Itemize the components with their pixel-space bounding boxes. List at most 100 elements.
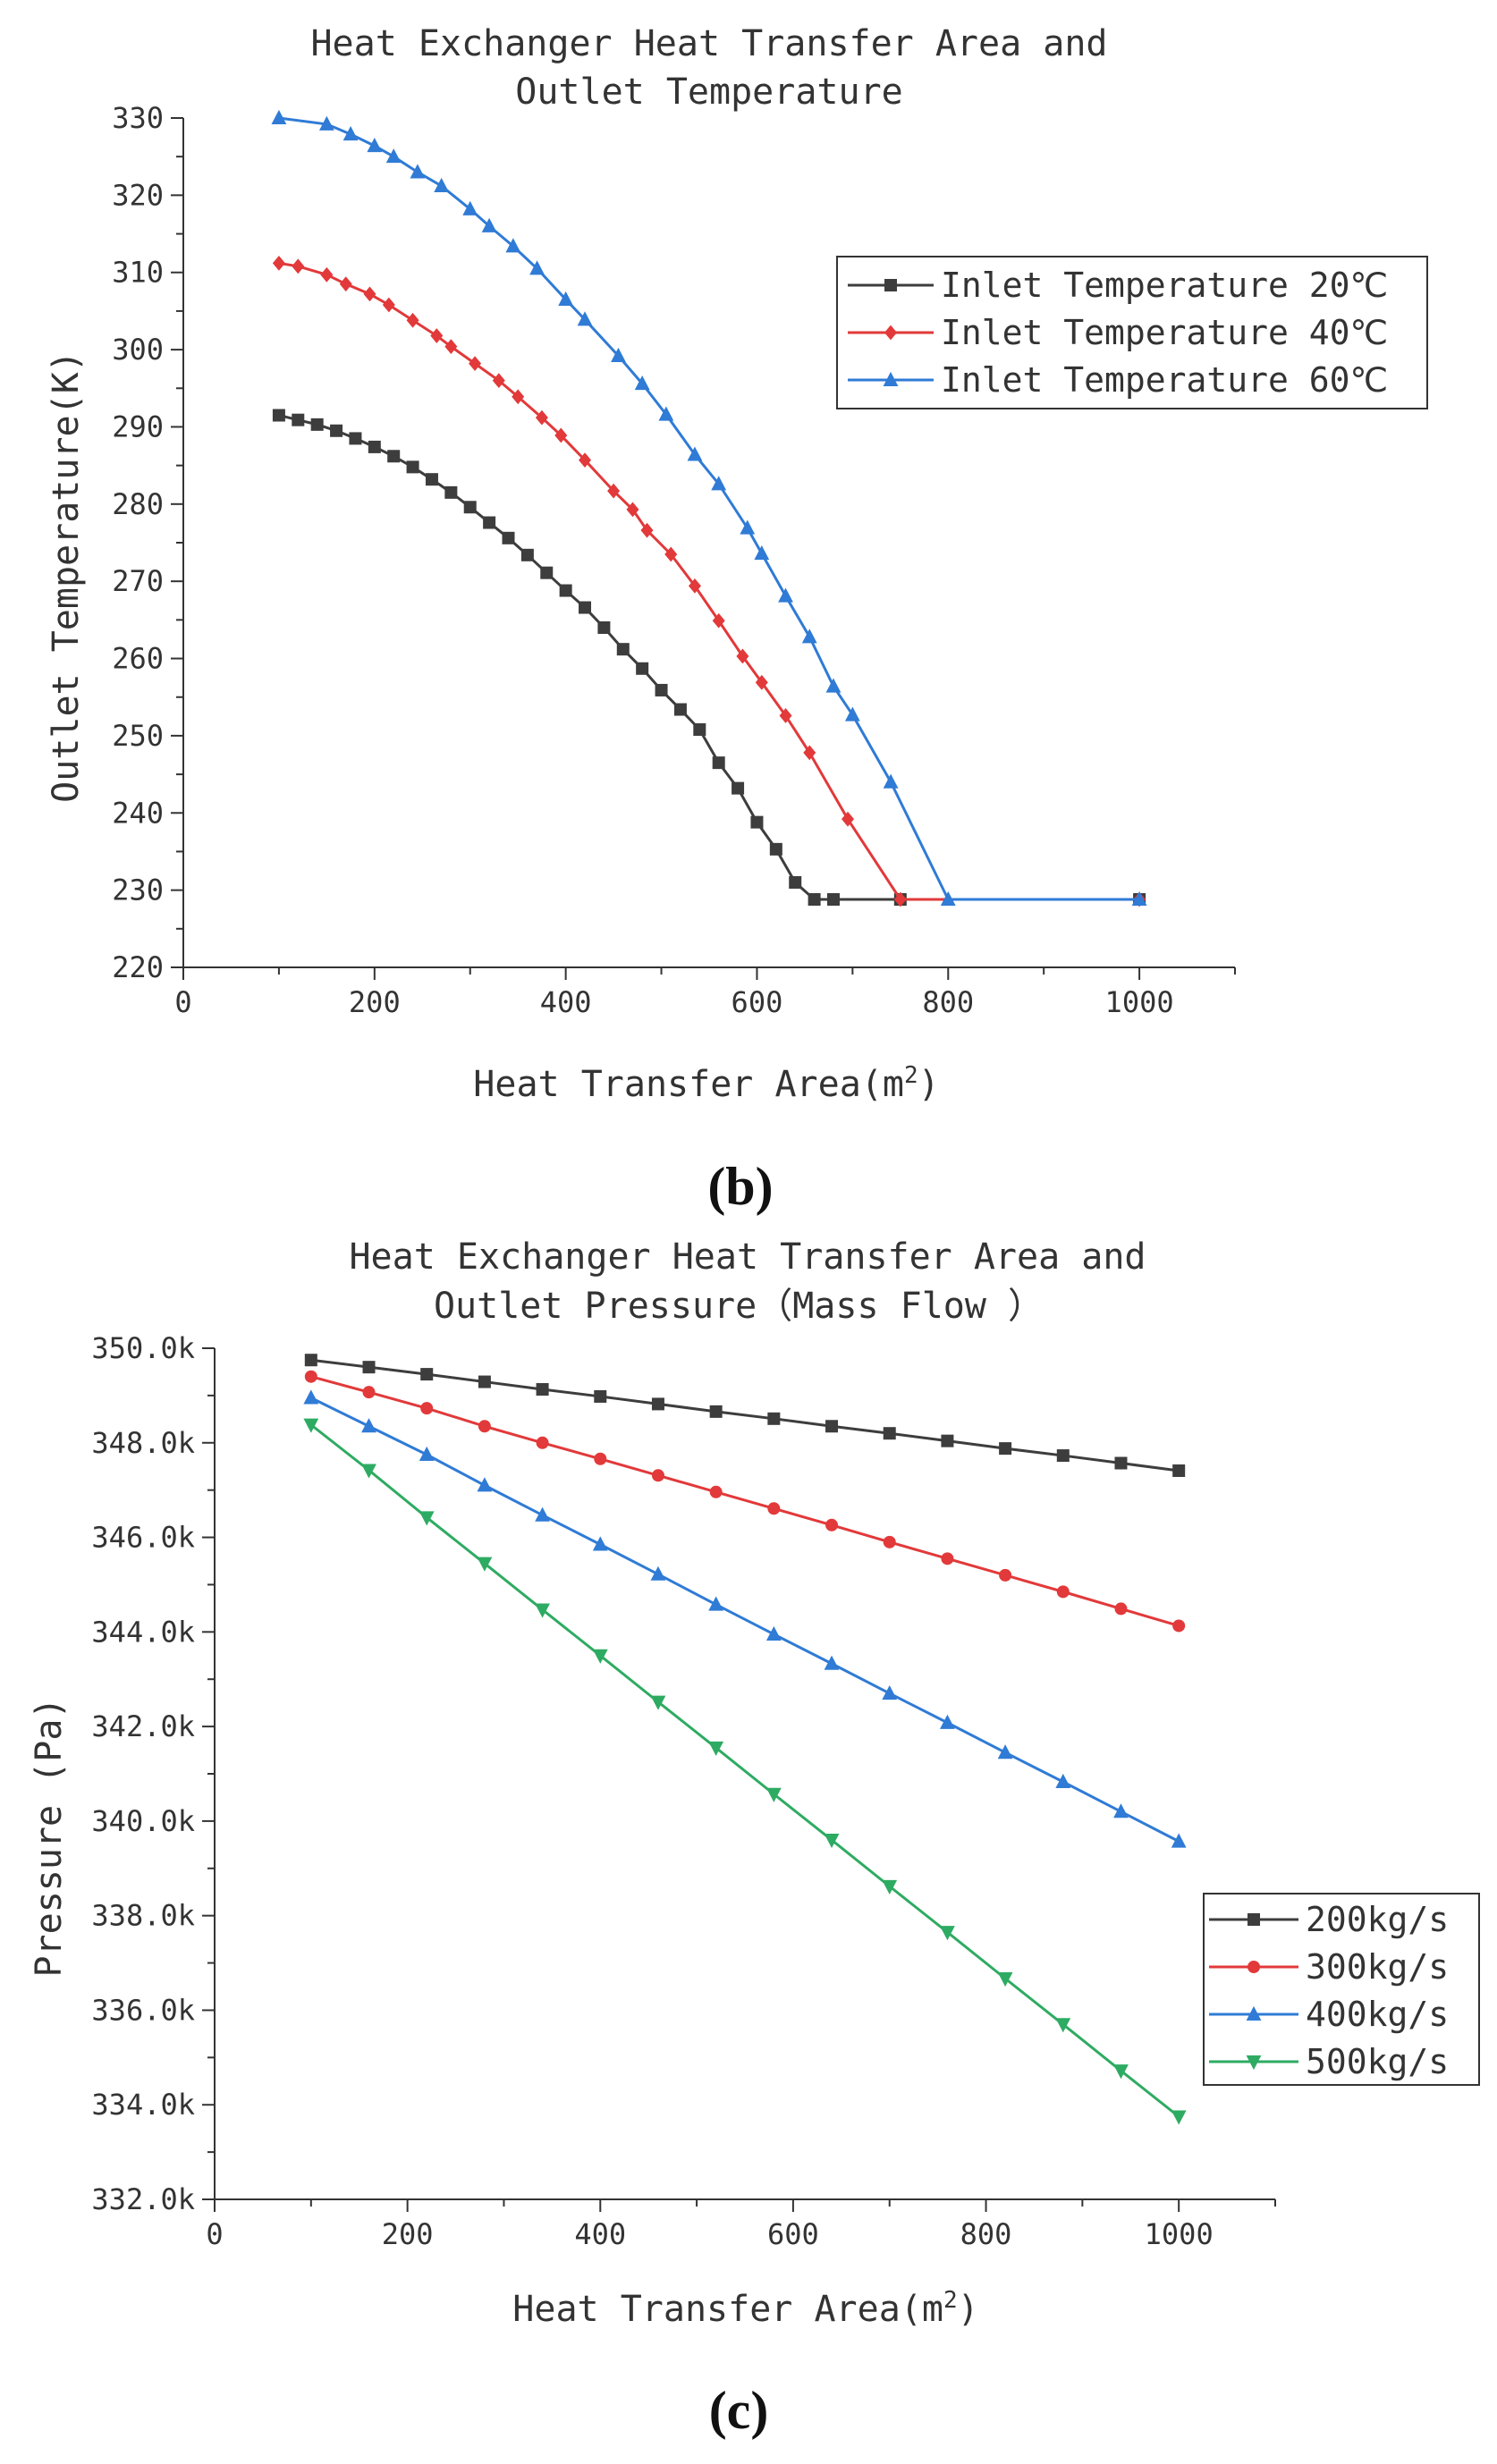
chart-c-series-3-point — [650, 1695, 666, 1710]
chart-b-series-2-point — [740, 519, 756, 535]
chart-b-series-1-point — [363, 286, 376, 302]
chart-c-series-3-point — [997, 1972, 1013, 1987]
chart-b-series-0-point — [750, 815, 764, 829]
chart-b-y-tick-label: 220 — [112, 950, 164, 984]
chart-c-series-2-point — [535, 1506, 550, 1522]
chart-b-series-1-point — [893, 891, 907, 907]
chart-c-axes: 0 200 400 600 800 1000 332.0k 334.0k 336.0k 338.0… — [91, 1331, 1276, 2251]
chart-c-series-1-point — [709, 1485, 723, 1498]
chart-b-series-2-point — [825, 678, 842, 693]
chart-b-series-1-point — [688, 578, 701, 594]
chart-c-series-0-point — [767, 1412, 781, 1425]
chart-b-x-tick-label: 0 — [174, 985, 191, 1019]
chart-b-series-0-point — [559, 584, 572, 597]
chart-b-series-0-point — [387, 450, 401, 463]
chart-b-series-2-point — [634, 375, 650, 391]
chart-c-series-1-point — [1056, 1585, 1070, 1599]
chart-b-series-2-point — [1131, 890, 1147, 906]
chart-c-legend: 200kg/s 300kg/s 400kg/s 500kg/s — [1203, 1893, 1480, 2086]
chart-b-series-1-line — [278, 261, 1140, 901]
chart-b-series-0-point — [712, 756, 725, 770]
chart-c-series-2-point — [419, 1446, 435, 1461]
chart-b-series-1-point — [736, 648, 749, 664]
chart-b-series-0-point — [732, 781, 745, 795]
chart-b-series-0-point — [520, 548, 534, 561]
chart-b-series-1-point — [554, 427, 568, 443]
chart-b-series-1-point — [430, 328, 444, 343]
chart-c-series-0-point — [536, 1383, 549, 1397]
chart-b-series-1-point — [406, 312, 419, 328]
chart-c-series-3-point — [419, 1511, 435, 1526]
chart-c-series-2-point — [997, 1744, 1013, 1759]
chart-b-legend-marker-1 — [884, 325, 897, 341]
chart-c-x-tick-label: 0 — [206, 2217, 223, 2251]
chart-b-series-0 — [272, 409, 1146, 906]
chart-b-x-axis-label-sup: 2 — [904, 1062, 918, 1089]
chart-b-series-2-point — [558, 291, 574, 306]
chart-b-series-2-point — [778, 587, 793, 603]
chart-c-y-tick-label: 344.0k — [91, 1615, 195, 1649]
chart-b-series-1-point — [712, 612, 725, 629]
chart-b-series-1-point — [444, 339, 458, 355]
chart-b-series-0-point — [425, 473, 438, 486]
chart-b-y-tick-label: 300 — [112, 333, 164, 367]
chart-c-series-0-point — [651, 1397, 664, 1411]
chart-c-series-0-line — [310, 1358, 1180, 1472]
chart-c-series-2-point — [708, 1596, 724, 1611]
chart-b-series-2-point — [385, 148, 402, 164]
chart-c-series-1-point — [536, 1436, 549, 1449]
chart-b-x-tick-label: 1000 — [1105, 985, 1174, 1019]
chart-c-series-1-point — [478, 1420, 491, 1433]
chart-c-x-axis-label: Heat Transfer Area(m2) — [512, 2287, 978, 2330]
chart-b-series-0-point — [673, 703, 687, 716]
chart-c-series-3-point — [361, 1464, 376, 1479]
chart-b-series-2-point — [481, 217, 497, 232]
chart-b-series-2-point — [844, 706, 860, 721]
chart-c-y-tick-label: 350.0k — [91, 1331, 195, 1365]
chart-b-axes: 0 200 400 600 800 1000 220 230 240 250 260 270 280 29… — [112, 101, 1236, 1019]
chart-b-legend-marker-0 — [884, 279, 897, 291]
chart-c-x-tick-label: 600 — [767, 2217, 819, 2251]
chart-b-series-0-point — [502, 531, 515, 544]
chart-b-series-0-point — [406, 460, 419, 474]
chart-b-series-0-point — [330, 424, 343, 437]
chart-c-series-0-point — [420, 1368, 434, 1381]
chart-b-series-1-point — [607, 483, 621, 499]
chart-c-x-tick-label: 200 — [382, 2217, 434, 2251]
chart-b-title-line-1: Heat Exchanger Heat Transfer Area and — [310, 23, 1107, 64]
chart-b-y-tick-label: 280 — [112, 487, 164, 521]
chart-b-y-tick-label: 290 — [112, 409, 164, 443]
chart-b-y-tick-label: 230 — [112, 873, 164, 907]
chart-c-series-2-line — [310, 1397, 1180, 1843]
chart-b-legend-marker-2 — [883, 371, 899, 386]
chart-b-series-0-point — [579, 601, 592, 614]
chart-c-series-0-point — [304, 1354, 317, 1367]
chart-c-series-1-point — [362, 1386, 376, 1399]
chart-b-legend-items: Inlet Temperature 20℃ Inlet Temperature 4… — [848, 266, 1388, 400]
chart-c-series-3-line — [309, 1423, 1180, 2118]
chart-b-series-0-point — [292, 413, 305, 426]
chart-b-legend-box — [836, 256, 1428, 409]
chart-c-series-1-point — [420, 1402, 434, 1415]
chart-c-legend-marker-0 — [1248, 1913, 1260, 1926]
chart-b-legend-label-1: Inlet Temperature 40℃ — [941, 313, 1388, 352]
chart-b-series-1-point — [272, 255, 285, 271]
chart-c-y-tick-label: 348.0k — [91, 1426, 195, 1460]
chart-b-y-axis-label: Outlet Temperature(K) — [46, 350, 87, 803]
chart-c-legend-marker-1 — [1248, 1961, 1260, 1973]
chart-b-legend-label-0: Inlet Temperature 20℃ — [941, 266, 1388, 305]
chart-b-series-1-point — [535, 409, 548, 426]
chart-c-series-3-point — [592, 1649, 608, 1664]
chart-c-series-3-point — [535, 1603, 550, 1618]
chart-b-y-tick-label: 330 — [112, 101, 164, 135]
chart-b-y-tick-label: 250 — [112, 719, 164, 753]
chart-b-series-0-point — [540, 566, 554, 579]
chart-c-series-2-point — [882, 1684, 898, 1700]
chart-c-series-1-point — [999, 1568, 1012, 1582]
chart-b-series-1 — [272, 255, 1146, 907]
chart-c-series-2-point — [1171, 1833, 1187, 1848]
chart-b-y-tick-label: 320 — [112, 178, 164, 212]
chart-b-series-2-point — [529, 260, 545, 275]
chart-b-series-0-point — [616, 643, 630, 656]
